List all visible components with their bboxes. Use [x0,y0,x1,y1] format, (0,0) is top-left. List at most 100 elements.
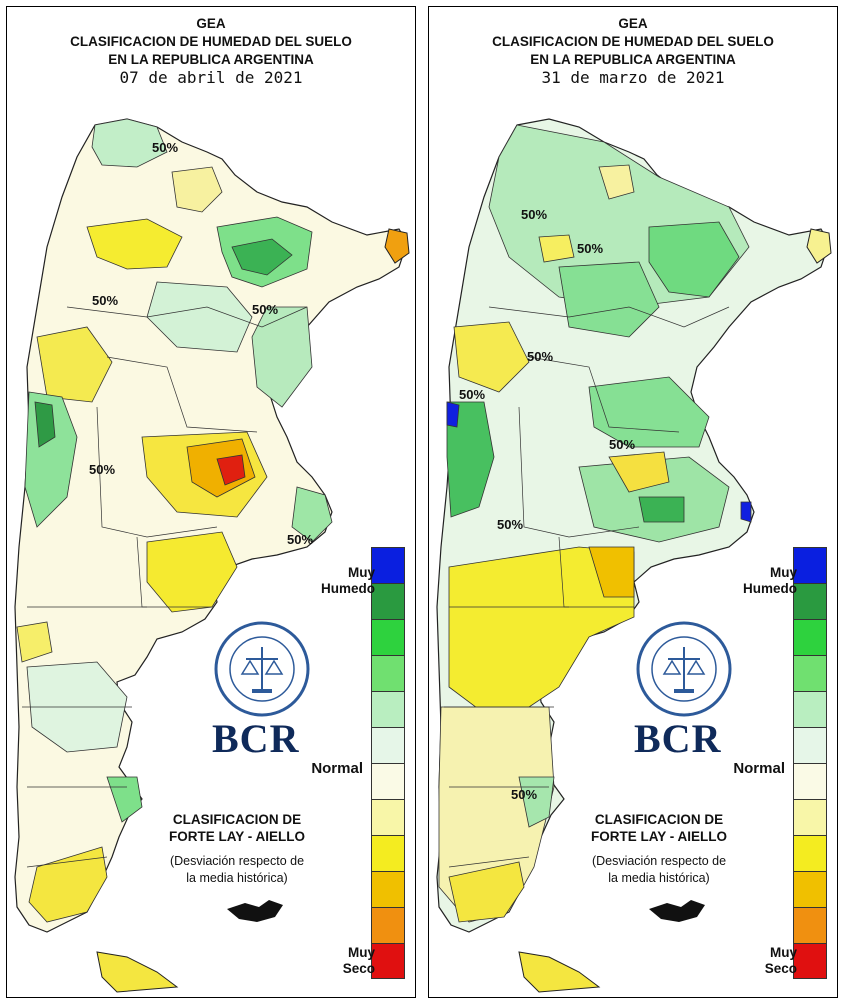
header-title: CLASIFICACION DE HUMEDAD DEL SUELO [70,34,352,49]
legend-top-line1: Muy [770,565,797,580]
legend-swatch [793,835,827,871]
legend-top-label: Muy Humedo [305,565,375,597]
legend-swatch [371,691,405,727]
province-borders [444,306,730,868]
contour-label: 50% [152,140,179,155]
classification-line1: CLASIFICACION DE [172,812,302,827]
dry-zone-west-patagonia [16,621,53,663]
very-dry-zone-south [588,546,635,598]
argentina-soil-moisture-map [14,118,410,993]
legend-top-label: Muy Humedo [727,565,797,597]
contour-label: 50% [252,302,279,317]
map-date: 31 de marzo de 2021 [541,68,725,87]
malvinas-islands [649,900,705,922]
dry-zone-pampas [608,451,670,493]
legend-swatch [371,583,405,619]
classification-note-line1: (Desviación respecto de [169,854,305,868]
classification-line1: CLASIFICACION DE [594,812,724,827]
contour-label: 50% [287,532,314,547]
legend-top-line1: Muy [348,565,375,580]
legend-swatch [793,799,827,835]
legend-swatch [371,943,405,979]
bcr-seal-logo [636,621,732,717]
dry-zone-cuyo [36,326,113,403]
contour-label: 50% [89,462,116,477]
wet-zone-chaco [648,221,740,298]
legend-swatch [371,619,405,655]
legend-swatch [793,907,827,943]
contour-label: 50% [521,207,548,222]
legend-swatch [793,943,827,979]
argentina-soil-moisture-map [436,118,832,993]
dry-zone-north [86,218,183,270]
contour-label: 50% [92,293,119,308]
legend-swatch [793,727,827,763]
header-org: GEA [196,16,226,31]
contour-label: 50% [577,241,604,256]
dry-zone-north-2 [538,234,575,263]
classification-note: (Desviación respecto de la media históri… [559,853,759,887]
legend-swatch [371,799,405,835]
legend-bottom-label: Muy Seco [727,945,797,977]
dry-zone-santa-cruz [28,846,108,923]
legend-swatch [793,619,827,655]
bcr-logo-text: BCR [212,716,300,761]
province-borders [22,306,308,868]
wet-zone-pampas-core [638,496,685,523]
wet-zone-center [588,376,710,448]
contour-label: 50% [459,387,486,402]
legend-swatch [793,691,827,727]
mild-dry-zone-patagonia [438,706,555,923]
header-subtitle: EN LA REPUBLICA ARGENTINA [108,52,314,67]
dry-zone-salta [171,166,223,213]
legend-color-scale [793,547,827,979]
legend-normal-label: Normal [311,760,363,777]
classification-line2: FORTE LAY - AIELLO [590,829,727,844]
contour-label: 50% [497,517,524,532]
legend-swatch [371,655,405,691]
classification-note-line2: la media histórica) [186,871,288,885]
legend-normal-label: Normal [733,760,785,777]
legend-top-line2: Humedo [743,581,797,596]
classification-line2: FORTE LAY - AIELLO [168,829,305,844]
very-wet-zone-andes [446,401,460,428]
legend-swatch [793,763,827,799]
header-subtitle: EN LA REPUBLICA ARGENTINA [530,52,736,67]
misiones-tip [384,228,410,264]
dry-zone-north-1 [598,164,635,200]
legend-bottom-line1: Muy [348,945,375,960]
very-wet-zone-east [740,501,752,523]
legend-swatch [371,547,405,583]
classification-note-line2: la media histórica) [608,871,710,885]
legend-swatch [793,547,827,583]
malvinas-islands [227,900,283,922]
extreme-dry-zone [216,454,246,486]
bcr-seal-logo [214,621,310,717]
contour-label: 50% [527,349,554,364]
legend-swatch [371,763,405,799]
legend-swatch [371,727,405,763]
legend-top-line2: Humedo [321,581,375,596]
legend-swatch [371,907,405,943]
map-panel-march-31: GEA CLASIFICACION DE HUMEDAD DEL SUELO E… [428,6,838,998]
legend-bottom-line1: Muy [770,945,797,960]
legend-bottom-line2: Seco [342,961,375,976]
classification-note-line1: (Desviación respecto de [591,854,727,868]
legend-bottom-line2: Seco [764,961,797,976]
classification-note: (Desviación respecto de la media históri… [137,853,337,887]
legend-swatch [371,835,405,871]
tierra-del-fuego [518,951,601,993]
legend-swatch [793,583,827,619]
legend-bottom-label: Muy Seco [305,945,375,977]
legend-swatch [793,655,827,691]
legend-swatch [793,871,827,907]
map-panel-april-07: GEA CLASIFICACION DE HUMEDAD DEL SUELO E… [6,6,416,998]
classification-title: CLASIFICACION DE FORTE LAY - AIELLO [142,811,332,845]
map-date: 07 de abril de 2021 [119,68,303,87]
humid-zone-chubut [106,776,143,823]
dry-zone-cuyo [453,321,530,393]
wet-zone-andes-core [34,401,56,448]
contour-label: 50% [609,437,636,452]
tierra-del-fuego [96,951,179,993]
wet-zone-chaco-core [231,238,293,276]
